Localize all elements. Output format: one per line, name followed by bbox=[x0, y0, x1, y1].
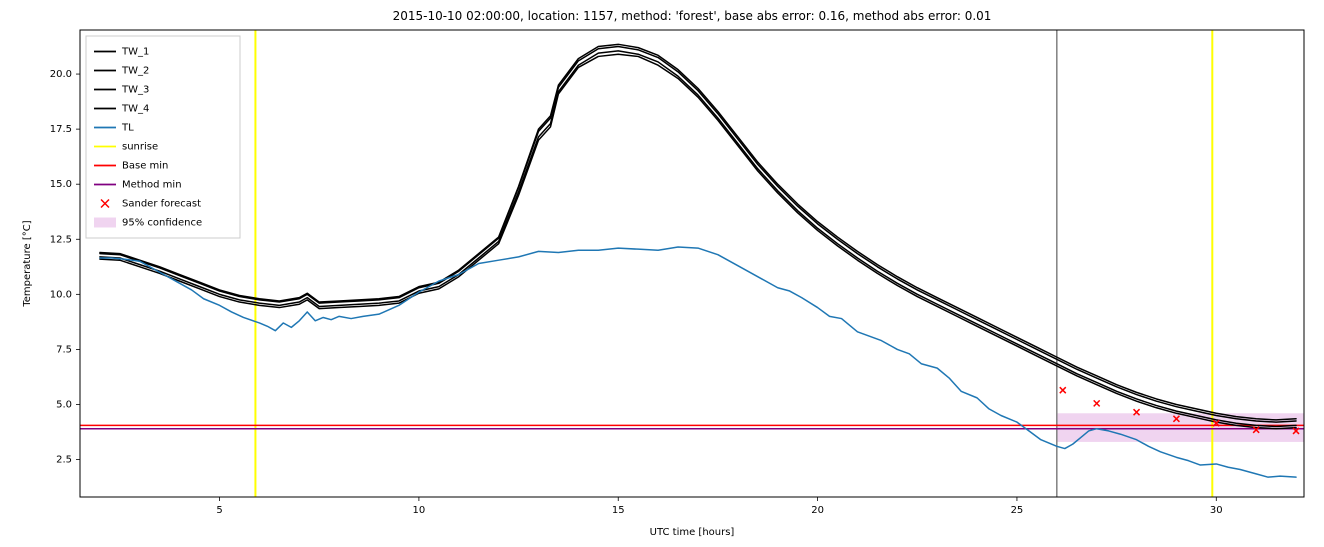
legend-label: TW_4 bbox=[121, 104, 149, 115]
legend-label: TW_1 bbox=[121, 47, 149, 58]
legend-label: Base min bbox=[122, 161, 168, 172]
legend-label: Sander forecast bbox=[122, 199, 201, 210]
x-tick-label: 5 bbox=[216, 505, 222, 516]
legend-label: 95% confidence bbox=[122, 218, 202, 229]
legend-label: TW_2 bbox=[121, 66, 149, 77]
y-tick-label: 12.5 bbox=[50, 234, 72, 245]
legend-label: sunrise bbox=[122, 142, 158, 153]
y-tick-label: 20.0 bbox=[50, 69, 72, 80]
y-tick-label: 17.5 bbox=[50, 124, 72, 135]
y-tick-label: 7.5 bbox=[56, 344, 72, 355]
y-tick-label: 15.0 bbox=[50, 179, 72, 190]
x-tick-label: 30 bbox=[1210, 505, 1223, 516]
x-axis-label: UTC time [hours] bbox=[650, 527, 735, 538]
y-axis-label: Temperature [°C] bbox=[22, 220, 33, 307]
timeseries-chart: 5 10 15 20 25 30 2.5 5.0 7.5 10.0 12.5 15.0 17.5 20.0… bbox=[0, 0, 1324, 547]
x-tick-label: 10 bbox=[413, 505, 426, 516]
y-tick-label: 10.0 bbox=[50, 289, 72, 300]
x-tick-label: 20 bbox=[811, 505, 824, 516]
legend-label: TL bbox=[121, 123, 134, 134]
x-tick-label: 15 bbox=[612, 505, 625, 516]
y-tick-label: 5.0 bbox=[56, 399, 72, 410]
y-tick-label: 2.5 bbox=[56, 455, 72, 466]
legend-swatch bbox=[94, 218, 116, 228]
x-tick-label: 25 bbox=[1011, 505, 1024, 516]
legend-label: TW_3 bbox=[121, 85, 149, 96]
chart-title: 2015-10-10 02:00:00, location: 1157, met… bbox=[393, 9, 992, 23]
chart-container: 5 10 15 20 25 30 2.5 5.0 7.5 10.0 12.5 15.0 17.5 20.0… bbox=[0, 0, 1324, 547]
legend-label: Method min bbox=[122, 180, 182, 191]
